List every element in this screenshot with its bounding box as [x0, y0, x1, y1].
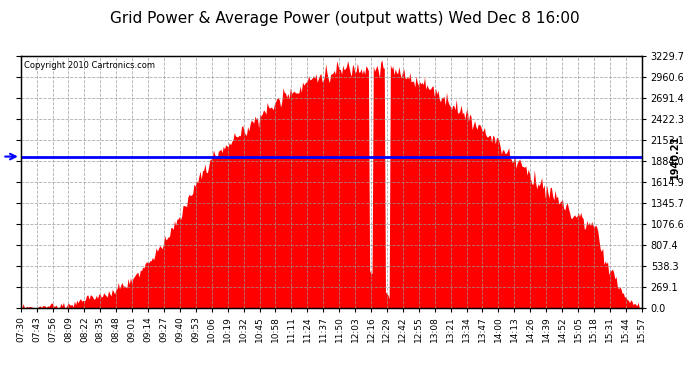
Text: Grid Power & Average Power (output watts) Wed Dec 8 16:00: Grid Power & Average Power (output watts…	[110, 11, 580, 26]
Text: Copyright 2010 Cartronics.com: Copyright 2010 Cartronics.com	[23, 61, 155, 70]
Text: 1940.21: 1940.21	[669, 135, 680, 179]
